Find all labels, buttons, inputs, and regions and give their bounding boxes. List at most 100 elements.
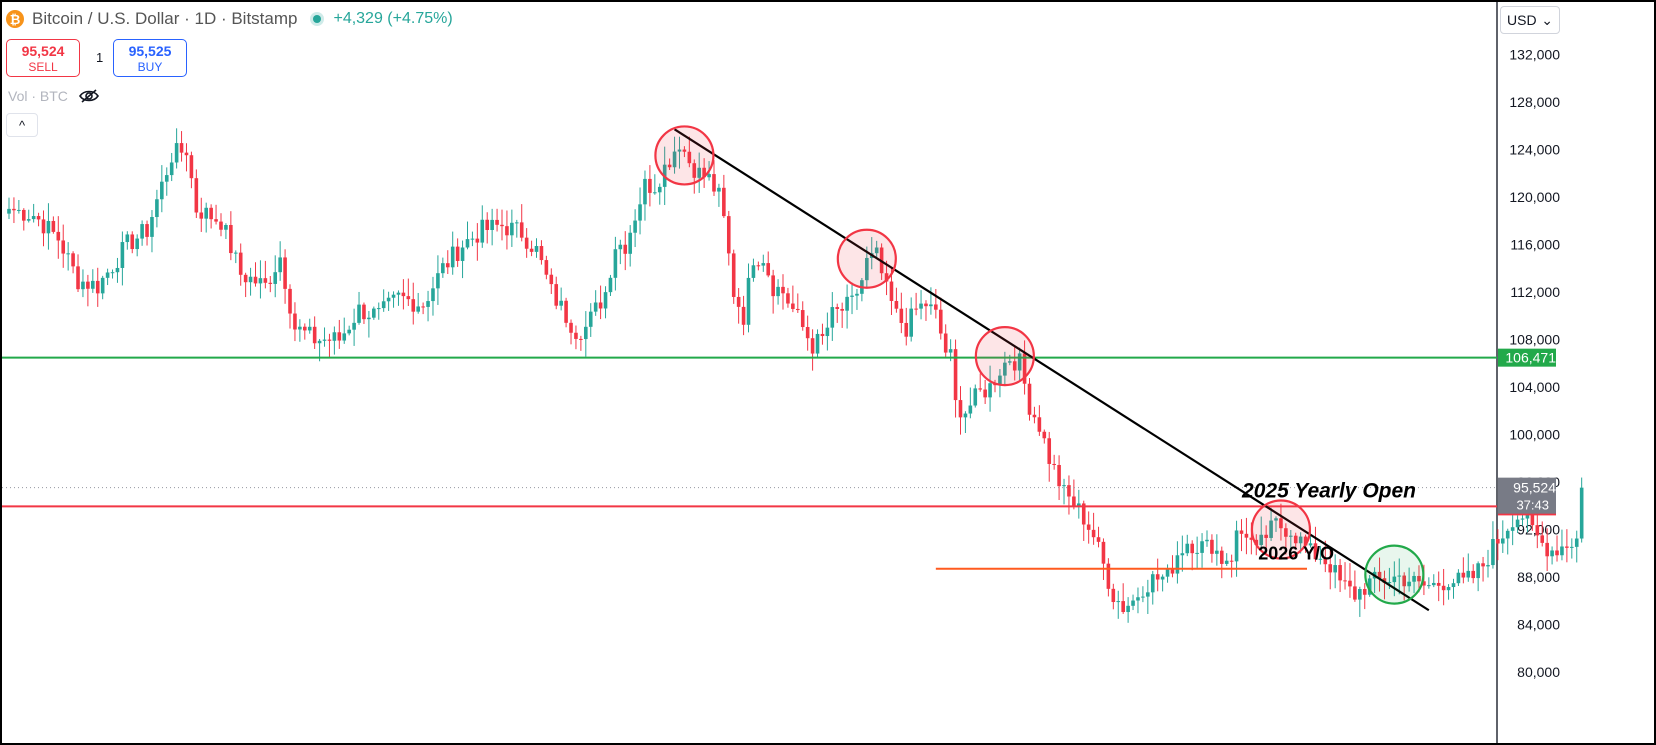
candle-body xyxy=(372,308,376,318)
candle-body xyxy=(894,300,899,309)
candle-body xyxy=(800,310,805,328)
candle-body xyxy=(865,257,869,281)
volume-legend: Vol · BTC xyxy=(8,88,100,104)
y-tick-label: 100,000 xyxy=(1509,427,1560,443)
currency-select[interactable]: USD ⌄ xyxy=(1500,6,1560,34)
candle-body xyxy=(1530,513,1535,526)
candle-body xyxy=(1175,555,1180,574)
candle-body xyxy=(702,167,706,178)
candle-body xyxy=(1165,568,1170,577)
y-tick-label: 84,000 xyxy=(1517,617,1560,633)
candle-body xyxy=(357,304,361,323)
candle-body xyxy=(120,242,125,268)
candle-body xyxy=(1017,353,1022,371)
candle-body xyxy=(924,303,928,307)
candle-body xyxy=(1116,601,1121,603)
candle-body xyxy=(431,288,435,302)
candle-body xyxy=(963,413,968,418)
candle-body xyxy=(1397,575,1402,577)
order-quantity[interactable]: 1 xyxy=(96,50,104,65)
candle-body xyxy=(820,333,825,337)
last-price-label: 95,524 xyxy=(1513,480,1556,496)
collapse-legend-button[interactable]: ^ xyxy=(6,113,38,137)
candle-body xyxy=(1096,537,1101,542)
candle-body xyxy=(421,306,425,308)
candle-body xyxy=(874,247,879,254)
candle-body xyxy=(1057,464,1061,487)
candle-body xyxy=(746,277,751,325)
candle-body xyxy=(968,405,973,414)
candle-body xyxy=(1205,539,1209,542)
candle-body xyxy=(613,249,618,278)
candle-body xyxy=(1540,535,1545,543)
candle-body xyxy=(268,282,273,284)
sell-button[interactable]: 95,524 SELL xyxy=(6,39,80,77)
candle-body xyxy=(731,253,736,297)
candle-body xyxy=(411,299,416,312)
candle-body xyxy=(953,349,958,401)
candle-body xyxy=(825,327,830,337)
candle-body xyxy=(21,209,26,221)
candle-body xyxy=(1515,519,1520,528)
candle-body xyxy=(1091,529,1096,538)
level-price-label: 106,471 xyxy=(1505,350,1556,366)
candle-body xyxy=(135,238,139,250)
candle-body xyxy=(91,280,95,289)
candle-body xyxy=(1560,546,1564,556)
candle-body xyxy=(554,284,559,306)
eye-hidden-icon[interactable] xyxy=(78,88,100,104)
buy-button[interactable]: 95,525 BUY xyxy=(113,39,187,77)
candle-body xyxy=(199,212,204,219)
candle-body xyxy=(1412,575,1416,582)
candle-body xyxy=(86,281,90,289)
candle-body xyxy=(298,326,302,330)
candle-body xyxy=(914,308,918,310)
candle-body xyxy=(367,317,371,320)
candle-body xyxy=(36,216,41,220)
candle-body xyxy=(603,292,608,309)
candle-body xyxy=(332,332,337,341)
candle-body xyxy=(386,297,391,302)
candle-body xyxy=(1579,487,1584,539)
yearly-open-2025-label: 2025 Yearly Open xyxy=(1241,479,1416,502)
candle-body xyxy=(815,333,820,354)
candle-body xyxy=(1422,581,1426,586)
candle-body xyxy=(781,286,785,294)
candle-body xyxy=(337,332,342,341)
symbol-title[interactable]: Bitcoin / U.S. Dollar · 1D · Bitstamp xyxy=(32,9,298,28)
y-tick-label: 132,000 xyxy=(1509,47,1560,63)
candle-body xyxy=(224,224,228,230)
candle-body xyxy=(845,296,849,311)
candle-body xyxy=(855,293,859,296)
candle-body xyxy=(983,389,987,398)
candle-body xyxy=(1215,550,1219,554)
candle-body xyxy=(145,224,149,237)
price-change: +4,329 (+4.75%) xyxy=(333,10,453,27)
candle-body xyxy=(1190,543,1194,554)
candle-body xyxy=(1229,560,1234,562)
candle-body xyxy=(569,322,573,333)
candle-body xyxy=(726,216,731,254)
sell-price: 95,524 xyxy=(21,43,65,59)
candle-body xyxy=(707,174,711,178)
candle-body xyxy=(1481,563,1485,567)
candle-body xyxy=(470,238,475,240)
candle-body xyxy=(1289,535,1293,537)
candle-body xyxy=(1387,582,1392,584)
candle-body xyxy=(722,187,726,217)
candle-body xyxy=(1476,563,1480,579)
candle-body xyxy=(1367,578,1372,595)
candle-body xyxy=(7,208,11,214)
candle-body xyxy=(791,303,795,309)
candle-body xyxy=(416,306,420,312)
candle-body xyxy=(1318,558,1323,560)
candle-body xyxy=(1042,431,1047,439)
y-tick-label: 112,000 xyxy=(1510,284,1560,300)
candle-body xyxy=(766,263,771,276)
candle-body xyxy=(169,162,174,176)
candle-body xyxy=(1343,580,1347,582)
candle-body xyxy=(692,163,697,178)
candle-body xyxy=(273,272,278,284)
